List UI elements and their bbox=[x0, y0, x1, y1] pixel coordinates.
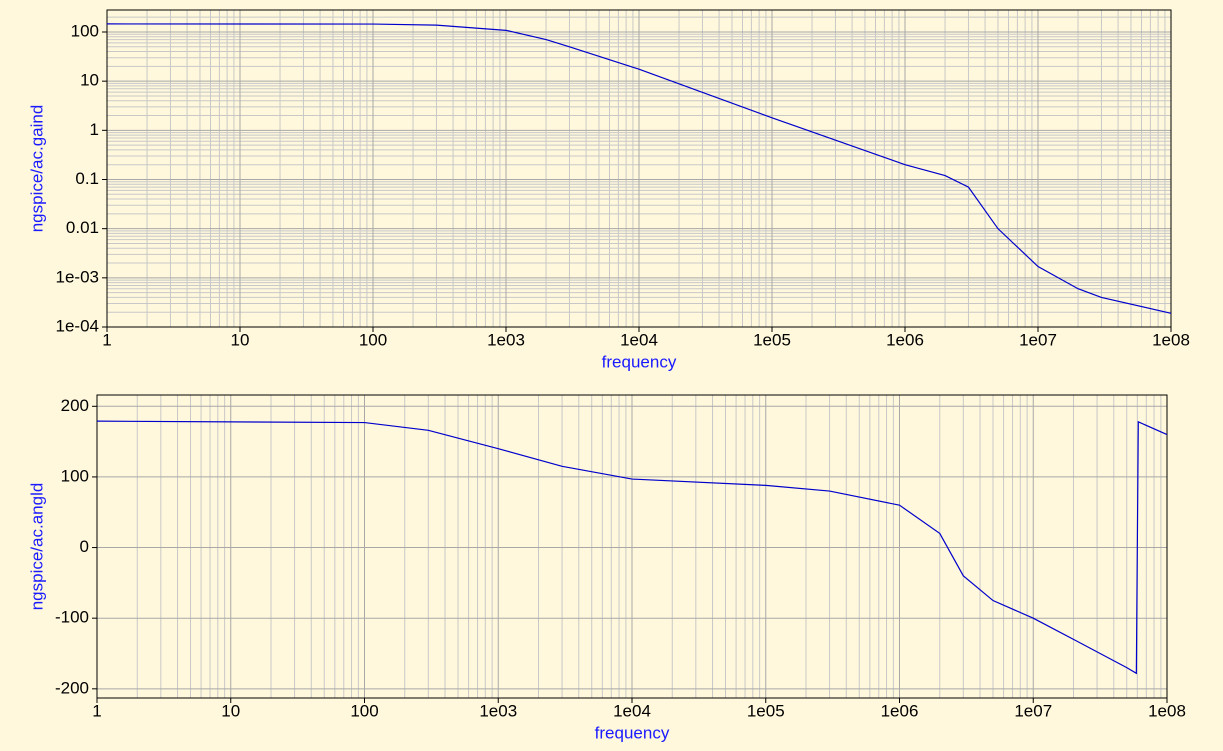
y-tick-label: 100 bbox=[71, 21, 99, 40]
x-axis-title: frequency bbox=[595, 723, 670, 742]
y-axis-title: ngspice/ac.gaind bbox=[27, 105, 46, 233]
x-tick-label: 1e08 bbox=[1148, 701, 1186, 720]
x-tick-label: 1e08 bbox=[1152, 330, 1190, 349]
x-tick-label: 1e07 bbox=[1019, 330, 1057, 349]
y-tick-label: -200 bbox=[55, 678, 89, 697]
y-tick-label: 1 bbox=[90, 120, 99, 139]
x-tick-label: 1e07 bbox=[1014, 701, 1052, 720]
y-tick-label: 0.01 bbox=[66, 218, 99, 237]
plot-frame bbox=[106, 9, 1172, 328]
x-axis-title: frequency bbox=[602, 352, 677, 371]
x-tick-label: 1e04 bbox=[620, 330, 658, 349]
plot-frame bbox=[96, 394, 1168, 699]
x-tick-label: 1 bbox=[92, 701, 101, 720]
x-tick-label: 10 bbox=[231, 330, 250, 349]
x-tick-label: 1e03 bbox=[479, 701, 517, 720]
y-tick-label: -100 bbox=[55, 608, 89, 627]
data-line bbox=[96, 420, 1168, 675]
y-tick-label: 200 bbox=[61, 396, 89, 415]
x-tick-label: 100 bbox=[359, 330, 387, 349]
x-tick-label: 1e04 bbox=[613, 701, 651, 720]
x-tick-label: 1 bbox=[102, 330, 111, 349]
x-tick-label: 1e05 bbox=[753, 330, 791, 349]
y-tick-label: 0 bbox=[80, 537, 89, 556]
y-tick-label: 1e-04 bbox=[56, 316, 99, 335]
x-tick-label: 10 bbox=[221, 701, 240, 720]
x-tick-label: 100 bbox=[350, 701, 378, 720]
data-line bbox=[106, 23, 1172, 314]
y-tick-label: 10 bbox=[80, 71, 99, 90]
x-tick-label: 1e03 bbox=[487, 330, 525, 349]
x-tick-label: 1e05 bbox=[747, 701, 785, 720]
y-tick-label: 100 bbox=[61, 466, 89, 485]
y-axis-title: ngspice/ac.angld bbox=[27, 483, 46, 611]
y-tick-label: 0.1 bbox=[75, 169, 99, 188]
x-tick-label: 1e06 bbox=[881, 701, 919, 720]
x-tick-label: 1e06 bbox=[886, 330, 924, 349]
y-tick-label: 1e-03 bbox=[56, 267, 99, 286]
